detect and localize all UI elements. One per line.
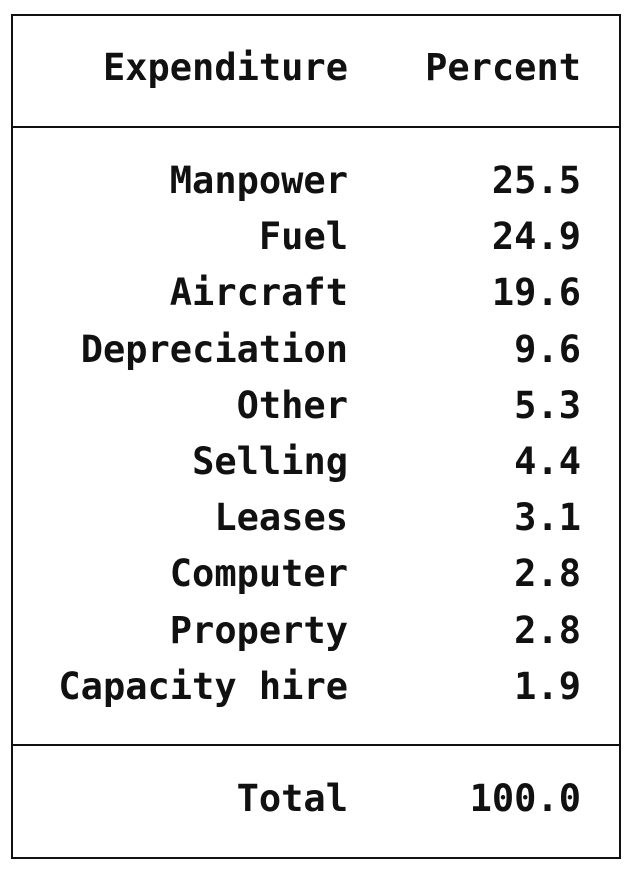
percent-cell: 4.4 (514, 440, 581, 483)
header-rule (11, 126, 619, 128)
header-cell: Expenditure (102, 46, 348, 89)
expenditure-cell: Depreciation (80, 327, 348, 371)
total-rule (11, 744, 619, 746)
percent-cell: 2.8 (514, 608, 581, 652)
percent-cell: 25.5 (491, 159, 581, 202)
expenditure-cell: Computer (169, 552, 348, 596)
expenditure-cell: Selling (192, 440, 348, 483)
expenditure-cell: Fuel (258, 215, 348, 259)
expenditure-cell: Other (236, 383, 348, 427)
expenditure-cell: Property (169, 608, 348, 652)
percent-cell: 24.9 (491, 215, 581, 259)
percent-cell: 3.1 (514, 496, 581, 540)
percent-cell: 2.8 (514, 552, 581, 596)
percent-cell: 19.6 (491, 271, 581, 315)
percent-cell: 5.3 (514, 383, 581, 427)
expenditure-cell: Leases (214, 496, 348, 540)
header-cell: Percent (425, 46, 581, 89)
expenditure-cell: Manpower (169, 159, 348, 202)
percent-cell: 9.6 (514, 327, 581, 371)
percent-cell: 1.9 (514, 664, 581, 708)
total-cell: Total (236, 777, 348, 820)
table-frame (11, 14, 621, 859)
expenditure-cell: Capacity hire (58, 664, 348, 708)
expenditure-cell: Aircraft (169, 271, 348, 315)
total-cell: 100.0 (469, 777, 581, 820)
